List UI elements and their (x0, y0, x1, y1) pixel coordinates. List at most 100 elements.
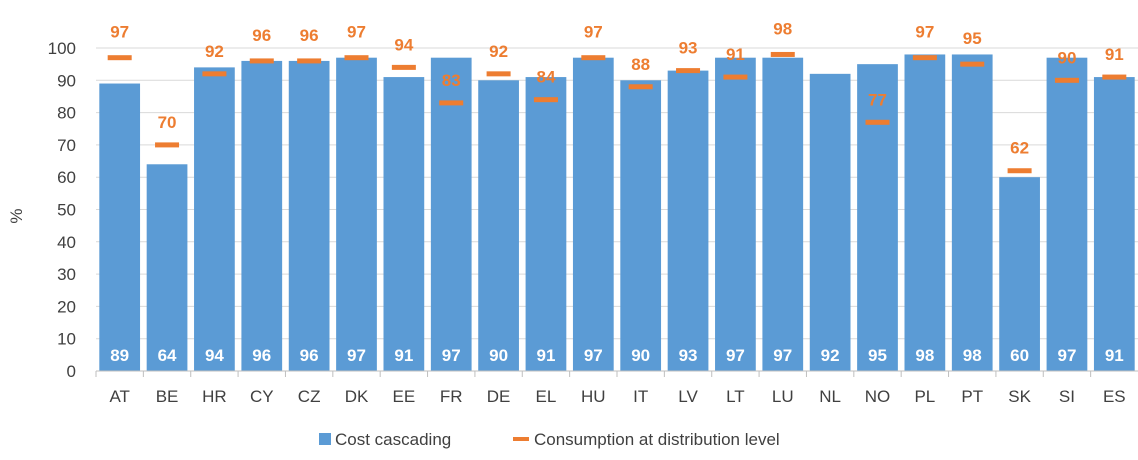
marker-it (628, 84, 653, 90)
marker-value-label: 84 (536, 68, 555, 87)
legend: Cost cascading Consumption at distributi… (319, 430, 780, 449)
marker-de (486, 71, 511, 77)
marker-hr (202, 71, 227, 77)
y-tick-label: 70 (57, 136, 76, 155)
marker-be (155, 142, 180, 148)
bar-value-label: 97 (442, 346, 461, 365)
bar-value-label: 96 (300, 346, 319, 365)
x-tick-label: CZ (298, 387, 321, 406)
bar-no (857, 64, 898, 372)
marker-value-label: 96 (252, 26, 271, 45)
y-tick-label: 50 (57, 201, 76, 220)
marker-pl (912, 55, 937, 61)
bar-cy (241, 60, 283, 372)
x-tick-label: PL (914, 387, 935, 406)
x-tick-label: HU (581, 387, 606, 406)
marker-value-label: 95 (963, 29, 982, 48)
x-tick-label: LV (678, 387, 698, 406)
bar-value-label: 91 (536, 346, 555, 365)
marker-value-label: 92 (205, 42, 224, 61)
bar-at (99, 83, 141, 371)
marker-value-label: 62 (1010, 139, 1029, 158)
y-tick-label: 60 (57, 168, 76, 187)
bar-it (620, 80, 662, 372)
bar-value-label: 97 (773, 346, 792, 365)
bar-hr (194, 67, 235, 371)
bar-value-label: 97 (347, 346, 366, 365)
bar-nl (809, 73, 851, 371)
marker-value-label: 70 (158, 113, 177, 132)
bar-value-label: 95 (868, 346, 887, 365)
bar-fr (430, 57, 472, 371)
x-tick-label: EL (536, 387, 557, 406)
bar-be (146, 164, 188, 371)
marker-hu (581, 55, 606, 61)
y-tick-label: 80 (57, 104, 76, 123)
marker-lu (770, 51, 795, 57)
bar-lt (715, 57, 756, 371)
legend-label-consumption: Consumption at distribution level (534, 430, 780, 449)
bar-value-label: 97 (726, 346, 745, 365)
marker-cz (297, 58, 322, 64)
bar-value-label: 92 (821, 346, 840, 365)
x-tick-label: IT (633, 387, 648, 406)
x-tick-label: DK (345, 387, 369, 406)
x-tick-label: NO (865, 387, 891, 406)
x-tick-label: FR (440, 387, 463, 406)
y-tick-label: 0 (67, 362, 76, 381)
bar-value-label: 60 (1010, 346, 1029, 365)
marker-value-label: 94 (394, 35, 413, 54)
markers-series: 97 70 92 96 96 97 94 83 92 84 97 88 93 91 98 77 97 95 62 90… (107, 19, 1127, 174)
marker-no (865, 119, 890, 125)
marker-value-label: 93 (679, 39, 698, 58)
marker-lv (676, 68, 701, 74)
marker-dk (344, 55, 369, 61)
bar-sk (999, 177, 1040, 371)
x-tick-label: EE (393, 387, 416, 406)
marker-ee (391, 64, 416, 70)
x-tick-label: SI (1059, 387, 1075, 406)
marker-value-label: 97 (347, 23, 366, 42)
bar-value-label: 91 (1105, 346, 1124, 365)
bar-value-label: 98 (915, 346, 934, 365)
marker-value-label: 97 (110, 23, 129, 42)
marker-fr (439, 100, 464, 106)
marker-value-label: 91 (1105, 45, 1124, 64)
bar-si (1046, 57, 1088, 371)
bar-pt (951, 54, 993, 372)
marker-value-label: 83 (442, 71, 461, 90)
x-tick-label: LT (726, 387, 745, 406)
x-tick-label: AT (109, 387, 129, 406)
bar-hu (572, 57, 614, 371)
marker-value-label: 77 (868, 90, 887, 109)
x-tick-label: PT (961, 387, 983, 406)
bar-value-label: 94 (205, 346, 224, 365)
marker-at (107, 55, 132, 61)
x-tick-label: DE (487, 387, 511, 406)
bars-series: 89 64 94 96 96 97 91 97 90 91 97 90 93 97 97 92 95 98 98 60… (99, 54, 1135, 372)
marker-sk (1007, 168, 1032, 174)
y-axis: 0 10 20 30 40 50 60 70 80 90 100 (48, 39, 76, 381)
marker-value-label: 91 (726, 45, 745, 64)
y-tick-label: 10 (57, 330, 76, 349)
marker-value-label: 92 (489, 42, 508, 61)
marker-value-label: 98 (773, 19, 792, 38)
bar-lu (762, 57, 804, 371)
bar-lv (667, 70, 709, 372)
marker-value-label: 90 (1057, 48, 1076, 67)
marker-el (533, 97, 558, 103)
marker-pt (960, 61, 985, 67)
bar-value-label: 96 (252, 346, 271, 365)
bar-value-label: 91 (394, 346, 413, 365)
marker-value-label: 96 (300, 26, 319, 45)
x-tick-label: ES (1103, 387, 1126, 406)
bar-value-label: 90 (489, 346, 508, 365)
y-tick-label: 90 (57, 71, 76, 90)
legend-swatch-cost-cascading (319, 433, 331, 445)
bar-dk (336, 57, 377, 371)
bar-value-label: 64 (158, 346, 177, 365)
x-tick-label: LU (772, 387, 794, 406)
bar-value-label: 98 (963, 346, 982, 365)
bar-value-label: 90 (631, 346, 650, 365)
bar-value-label: 89 (110, 346, 129, 365)
